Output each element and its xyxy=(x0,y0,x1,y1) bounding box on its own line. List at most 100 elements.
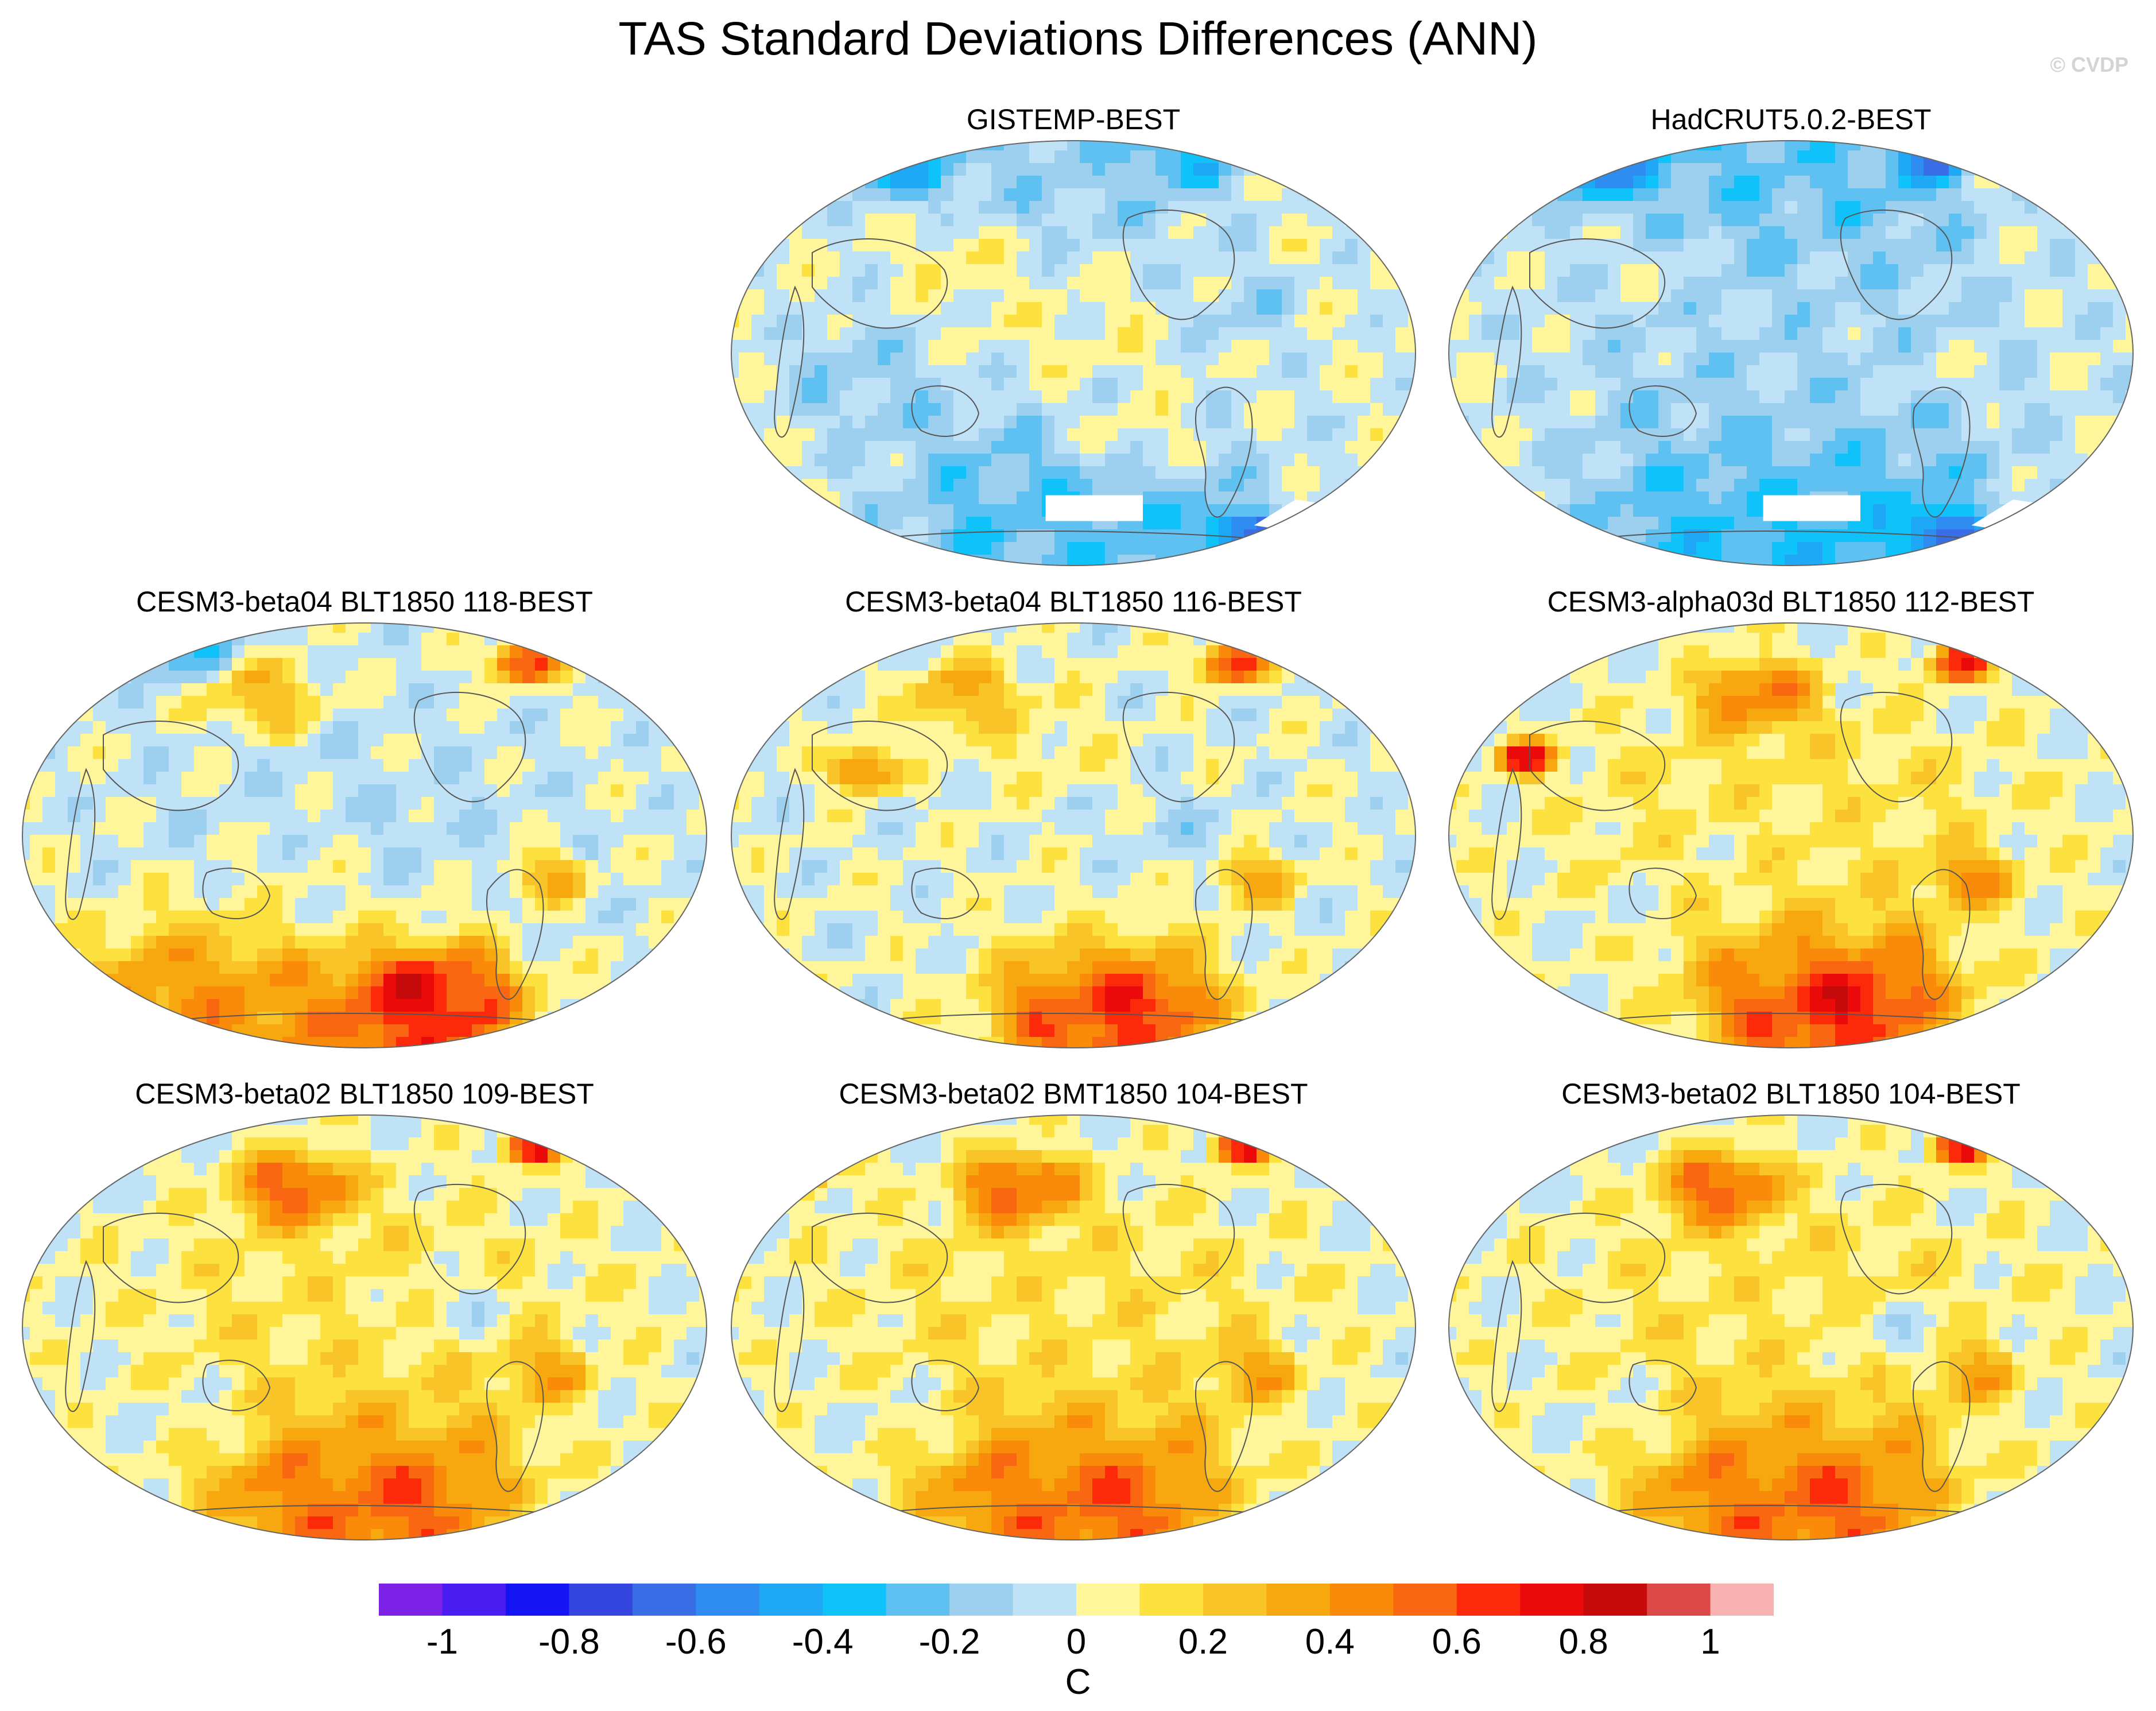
map-cell xyxy=(1358,365,1371,378)
map-cell xyxy=(1193,466,1207,479)
map-cell xyxy=(1257,466,1270,479)
map-cell xyxy=(93,835,106,848)
map-cell xyxy=(1772,141,1785,151)
map-cell xyxy=(1974,239,1987,252)
map-cell xyxy=(1080,403,1093,416)
map-cell xyxy=(30,633,43,646)
map-cell xyxy=(2100,327,2114,340)
map-cell xyxy=(383,658,397,671)
map-cell xyxy=(1017,176,1030,189)
map-cell xyxy=(346,734,359,747)
map-cell xyxy=(434,658,447,671)
map-cell xyxy=(1873,176,1886,189)
map-cell xyxy=(1759,327,1773,340)
map-cell xyxy=(789,176,802,189)
map-cell xyxy=(1193,201,1207,214)
map-cell xyxy=(699,709,707,722)
map-cell xyxy=(1684,277,1697,290)
map-cell xyxy=(1810,365,1823,378)
map-cell xyxy=(611,696,624,709)
map-cell xyxy=(1494,517,1507,530)
map-cell xyxy=(2037,251,2050,265)
map-cell xyxy=(1383,454,1396,467)
map-cell xyxy=(1017,251,1030,265)
map-cell xyxy=(1219,555,1232,566)
map-cell xyxy=(1408,479,1416,492)
map-cell xyxy=(941,327,954,340)
map-cell xyxy=(1759,353,1773,366)
map-cell xyxy=(699,860,707,873)
map-cell xyxy=(991,416,1005,429)
map-cell xyxy=(1307,466,1320,479)
map-cell xyxy=(764,353,777,366)
map-cell xyxy=(257,822,270,835)
map-cell xyxy=(1469,141,1482,151)
map-cell xyxy=(1345,315,1358,328)
map-cell xyxy=(2100,517,2114,530)
map-cell xyxy=(1696,428,1709,442)
map-cell xyxy=(1456,504,1469,517)
watermark: © CVDP xyxy=(2050,53,2128,76)
map-cell xyxy=(1772,150,1785,164)
map-cell xyxy=(358,759,371,772)
map-cell xyxy=(245,645,258,659)
map-cell xyxy=(1080,289,1093,303)
map-cell xyxy=(674,810,687,823)
map-cell xyxy=(232,784,245,798)
map-cell xyxy=(649,633,662,646)
map-cell xyxy=(1219,491,1232,505)
map-cell xyxy=(371,623,384,633)
map-cell xyxy=(194,835,207,848)
map-cell xyxy=(308,645,321,659)
map-cell xyxy=(472,797,485,810)
map-cell xyxy=(1257,479,1270,492)
map-cell xyxy=(865,479,878,492)
map-cell xyxy=(169,759,182,772)
map-cell xyxy=(1042,277,1055,290)
map-cell xyxy=(991,188,1005,202)
map-cell xyxy=(30,683,43,696)
map-cell xyxy=(1054,214,1068,227)
map-cell xyxy=(1658,529,1672,543)
map-cell xyxy=(1734,466,1747,479)
map-cell xyxy=(953,176,967,189)
map-cell xyxy=(118,810,131,823)
map-cell xyxy=(1181,403,1194,416)
map-cell xyxy=(1519,567,1533,568)
map-cell xyxy=(1067,466,1080,479)
map-cell xyxy=(1987,141,2000,151)
map-cell xyxy=(916,378,929,391)
map-cell xyxy=(1810,141,1823,151)
map-cell xyxy=(636,784,649,798)
map-cell xyxy=(1507,302,1520,315)
map-cell xyxy=(852,479,866,492)
map-cell xyxy=(2025,454,2038,467)
map-cell xyxy=(827,416,840,429)
map-cell xyxy=(1570,441,1583,454)
map-cell xyxy=(1042,416,1055,429)
map-cell xyxy=(2062,277,2076,290)
map-cell xyxy=(1219,479,1232,492)
map-cell xyxy=(1507,277,1520,290)
map-cell xyxy=(1545,340,1558,353)
map-cell xyxy=(1721,428,1735,442)
map-cell xyxy=(1219,441,1232,454)
map-cell xyxy=(1456,214,1469,227)
map-cell xyxy=(1067,340,1080,353)
map-cell xyxy=(1873,466,1886,479)
map-cell xyxy=(1747,555,1760,566)
map-cell xyxy=(699,822,707,835)
map-cell xyxy=(535,860,548,873)
map-cell xyxy=(1054,454,1068,467)
map-cell xyxy=(1054,466,1068,479)
map-cell xyxy=(1168,264,1181,277)
map-cell xyxy=(1658,555,1672,566)
map-cell xyxy=(1105,567,1118,568)
map-cell xyxy=(144,835,157,848)
map-cell xyxy=(1595,403,1608,416)
map-cell xyxy=(459,797,472,810)
map-cell xyxy=(687,658,700,671)
map-cell xyxy=(815,327,828,340)
map-cell xyxy=(106,658,119,671)
map-cell xyxy=(852,289,866,303)
